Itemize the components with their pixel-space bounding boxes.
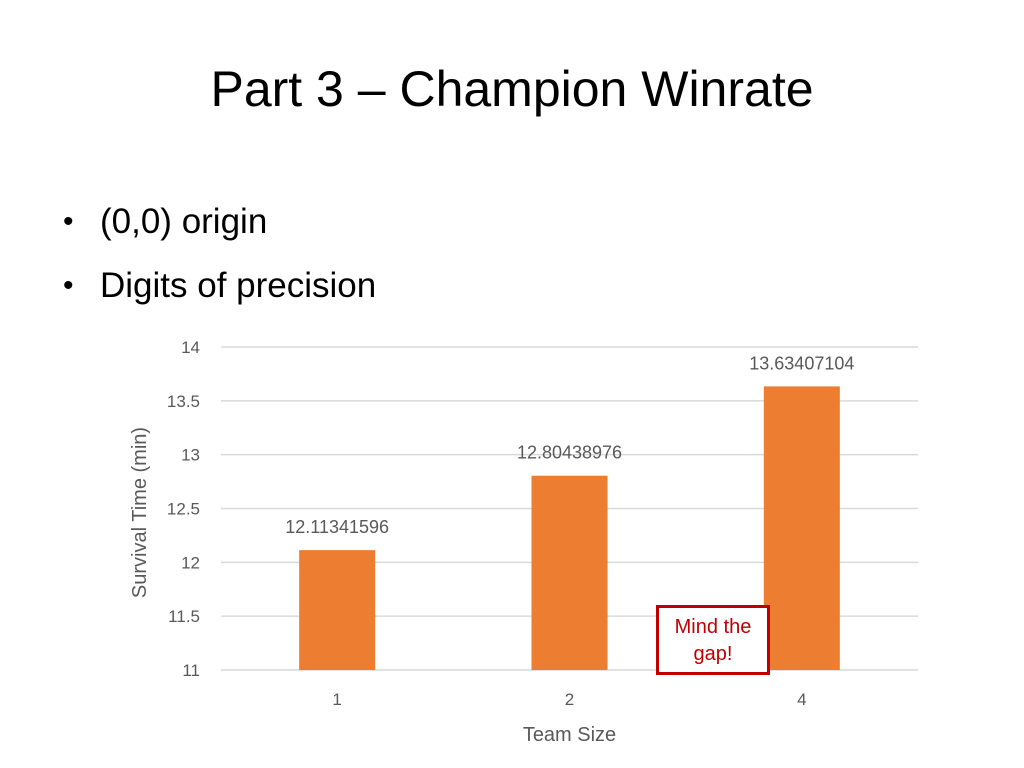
y-tick-label: 13 <box>181 446 200 465</box>
x-tick-label: 1 <box>332 690 341 709</box>
bullet-dot: • <box>63 205 74 238</box>
bullet-text: (0,0) origin <box>100 202 268 241</box>
mind-the-gap-callout: Mind the gap! <box>656 605 770 675</box>
bullet-item: • (0,0) origin <box>60 190 376 254</box>
x-axis-title: Team Size <box>523 724 616 746</box>
bar-value-label: 12.11341596 <box>285 517 389 537</box>
x-tick-label: 4 <box>797 690 806 709</box>
bar-value-label: 12.80438976 <box>517 443 622 463</box>
bullet-item: • Digits of precision <box>60 254 376 318</box>
slide-title: Part 3 – Champion Winrate <box>210 61 814 117</box>
x-tick-label: 2 <box>565 690 574 709</box>
bullet-text: Digits of precision <box>100 266 377 305</box>
y-axis-title: Survival Time (min) <box>129 427 151 598</box>
y-tick-label: 14 <box>181 338 200 357</box>
y-tick-label: 12.5 <box>167 500 200 519</box>
bar <box>763 386 840 670</box>
y-tick-label: 12 <box>181 553 200 572</box>
bullet-dot: • <box>63 269 74 302</box>
bar <box>531 475 608 670</box>
y-axis-ticks: 11 11.5 12 12.5 13 13.5 14 <box>167 338 200 680</box>
data-labels: 12.11341596 12.80438976 13.63407104 <box>285 353 854 537</box>
bullet-list: • (0,0) origin • Digits of precision <box>60 190 376 318</box>
bars <box>299 386 840 670</box>
x-axis-ticks: 1 2 4 <box>332 690 806 709</box>
bar-value-label: 13.63407104 <box>749 353 854 373</box>
y-tick-label: 11 <box>182 661 200 680</box>
bar <box>299 550 376 670</box>
y-tick-label: 13.5 <box>167 392 200 411</box>
y-tick-label: 11.5 <box>168 607 200 626</box>
